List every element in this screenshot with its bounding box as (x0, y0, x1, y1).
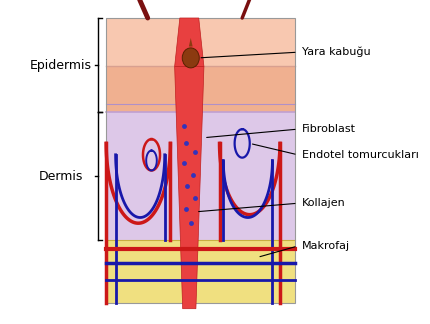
PathPatch shape (174, 18, 203, 66)
Bar (106, 112, 295, 240)
Text: Dermis: Dermis (39, 170, 83, 183)
Text: Endotel tomurcukları: Endotel tomurcukları (301, 150, 418, 160)
Bar (106, 18, 295, 66)
Polygon shape (188, 38, 192, 47)
Bar (106, 66, 295, 112)
Bar (106, 18, 295, 303)
PathPatch shape (174, 66, 203, 309)
Text: Makrofaj: Makrofaj (301, 241, 350, 251)
Ellipse shape (182, 48, 199, 68)
Text: Fibroblast: Fibroblast (301, 124, 356, 134)
Text: Kollajen: Kollajen (301, 198, 345, 208)
Text: Epidermis: Epidermis (30, 59, 92, 72)
Text: Yara kabuğu: Yara kabuğu (301, 47, 370, 57)
Bar (106, 240, 295, 303)
